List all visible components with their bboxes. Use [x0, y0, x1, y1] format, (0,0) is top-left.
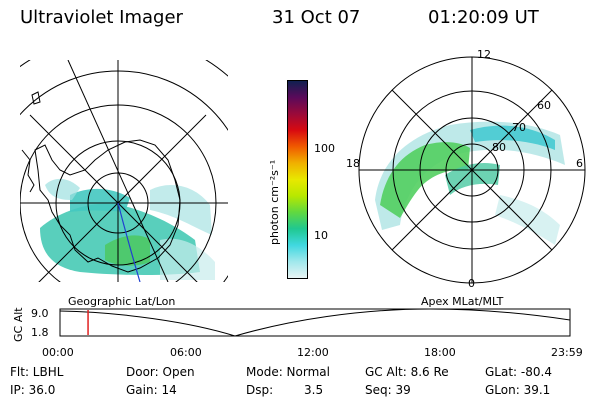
glon-status: GLon: 39.1	[485, 383, 551, 397]
right-mlt-grid	[359, 57, 585, 283]
dsp-label: Dsp:	[246, 383, 274, 397]
timeline-xtick-0600: 06:00	[170, 346, 202, 359]
ip-status: IP: 36.0	[10, 383, 56, 397]
colorbar-tick-100: 100	[314, 142, 335, 155]
timeline-ytick-min: 1.8	[31, 326, 49, 339]
orbit-altitude-curve	[59, 308, 571, 337]
mlt-label-18: 18	[346, 157, 360, 170]
timeline-xtick-1800: 18:00	[424, 346, 456, 359]
lat-label-80: 80	[492, 141, 506, 154]
mlt-label-0: 0	[468, 277, 475, 290]
timeline-xtick-1200: 12:00	[297, 346, 329, 359]
filter-status: Flt: LBHL	[10, 365, 64, 379]
mode-status: Mode: Normal	[246, 365, 330, 379]
observation-date: 31 Oct 07	[272, 7, 361, 28]
left-map-caption: Geographic Lat/Lon	[68, 295, 176, 308]
observation-time: 01:20:09 UT	[428, 7, 539, 28]
timeline-xtick-0000: 00:00	[42, 346, 74, 359]
mlt-label-6: 6	[576, 157, 583, 170]
intensity-colorbar	[287, 80, 308, 279]
timeline-ytick-max: 9.0	[31, 307, 49, 320]
left-aurora-emission	[40, 178, 215, 280]
coastline	[34, 139, 181, 273]
mlt-label-12: 12	[477, 48, 491, 61]
glat-status: GLat: -80.4	[485, 365, 552, 379]
gain-status: Gain: 14	[126, 383, 177, 397]
door-status: Door: Open	[126, 365, 195, 379]
lat-label-60: 60	[537, 99, 551, 112]
timeline-xtick-2359: 23:59	[551, 346, 583, 359]
right-map-caption: Apex MLat/MLT	[421, 295, 504, 308]
gc-alt-status: GC Alt: 8.6 Re	[365, 365, 449, 379]
dsp-value: 3.5	[304, 383, 324, 397]
sequence-status: Seq: 39	[365, 383, 411, 397]
dusk-meridian-line	[117, 202, 141, 282]
timeline-frame	[59, 308, 571, 337]
lat-label-70: 70	[512, 121, 526, 134]
instrument-title: Ultraviolet Imager	[20, 7, 183, 28]
colorbar-tick-10: 10	[314, 229, 328, 242]
